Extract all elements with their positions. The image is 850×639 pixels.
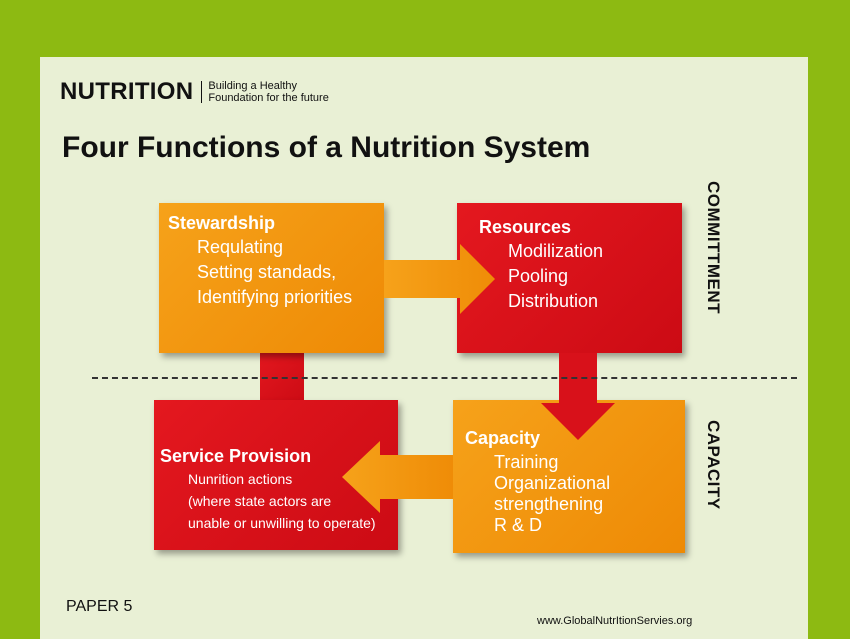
capacity-item: R & D — [494, 515, 543, 535]
resources-item: Distribution — [508, 291, 599, 311]
stewardship-items: Requlating Setting standads, Identifying… — [197, 235, 352, 310]
resources-box: Resources Modilization Pooling Distribut… — [457, 203, 682, 353]
resources-item: Pooling — [508, 266, 569, 286]
capacity-item: Organizational — [494, 473, 611, 493]
capacity-item: strengthening — [494, 494, 604, 514]
tagline-line-2: Foundation for the future — [208, 92, 329, 104]
capacity-box: Capacity Training Organizational strengt… — [453, 400, 685, 553]
stewardship-box: Stewardship Requlating Setting standads,… — [159, 203, 384, 353]
capacity-item: Training — [494, 452, 559, 472]
slide-panel: NUTRITION Building a Healthy Foundation … — [40, 57, 808, 639]
tagline-line-1: Building a Healthy — [208, 80, 298, 92]
tagline: Building a Healthy Foundation for the fu… — [208, 80, 328, 104]
stewardship-item: Requlating — [197, 237, 284, 257]
capacity-items: Training Organizational strengthening R … — [494, 452, 610, 536]
commitment-capacity-divider — [92, 377, 797, 379]
brand-name: NUTRITION — [60, 78, 194, 105]
stewardship-title: Stewardship — [168, 213, 276, 233]
capacity-title: Capacity — [465, 428, 541, 448]
service-provision-item: unable or unwilling to operate) — [188, 515, 376, 531]
service-provision-item: Nunrition actions — [188, 471, 293, 487]
service-provision-item: (where state actors are — [188, 493, 332, 509]
capacity-label: CAPACITY — [704, 420, 723, 510]
resources-title: Resources — [479, 217, 572, 237]
header-divider — [201, 81, 203, 103]
connector-stewardship-service — [260, 347, 304, 403]
resources-item: Modilization — [508, 241, 604, 261]
resources-items: Modilization Pooling Distribution — [508, 239, 603, 314]
service-provision-title: Service Provision — [160, 446, 312, 466]
commitment-label: COMMITTMENT — [704, 181, 723, 314]
paper-number: PAPER 5 — [66, 598, 133, 615]
service-provision-items: Nunrition actions (where state actors ar… — [188, 468, 376, 534]
service-provision-box: Service Provision Nunrition actions (whe… — [154, 400, 398, 550]
page-title: Four Functions of a Nutrition System — [62, 131, 591, 164]
stewardship-item: Setting standads, — [197, 262, 337, 282]
stewardship-item: Identifying priorities — [197, 287, 353, 307]
header: NUTRITION Building a Healthy Foundation … — [60, 78, 329, 105]
website-url: www.GlobalNutrItionServies.org — [537, 615, 693, 627]
